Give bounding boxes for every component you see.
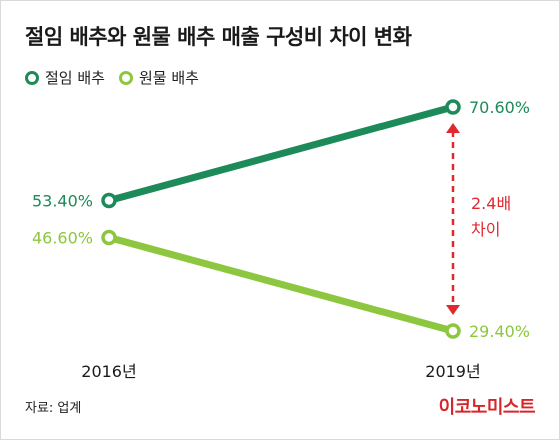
data-label-1-0: 46.60% <box>32 228 93 247</box>
chart-title: 절임 배추와 원물 배추 매출 구성비 차이 변화 <box>25 25 412 49</box>
legend-label-raw: 원물 배추 <box>138 69 199 87</box>
chart-legend: 절임 배추 원물 배추 <box>25 67 199 88</box>
x-tick-label-0: 2016년 <box>81 362 136 381</box>
data-point-0-0 <box>101 192 117 209</box>
x-tick-label-1: 2019년 <box>425 362 480 381</box>
data-label-0-1: 70.60% <box>469 98 530 117</box>
legend-item-raw: 원물 배추 <box>118 67 199 88</box>
publisher-logo: 이코노미스트 <box>438 397 536 418</box>
annotation-line-2: 차이 <box>471 220 500 239</box>
data-label-1-1: 29.40% <box>469 322 530 341</box>
legend-marker-raw <box>118 70 133 85</box>
annotation-line-1: 2.4배 <box>471 194 511 213</box>
legend-label-salted: 절임 배추 <box>45 69 105 87</box>
legend-item-salted: 절임 배추 <box>25 67 105 88</box>
source-note: 자료: 업계 <box>25 401 82 416</box>
data-point-1-1 <box>445 323 461 339</box>
difference-arrow-head-up <box>446 123 460 133</box>
legend-marker-salted <box>25 70 39 85</box>
data-point-0-1 <box>445 99 461 115</box>
data-label-0-0: 53.40% <box>32 192 93 211</box>
data-point-1-0 <box>101 229 117 246</box>
series-line-0 <box>105 103 457 205</box>
difference-arrow-head-down <box>446 305 460 315</box>
series-line-1 <box>105 233 457 335</box>
